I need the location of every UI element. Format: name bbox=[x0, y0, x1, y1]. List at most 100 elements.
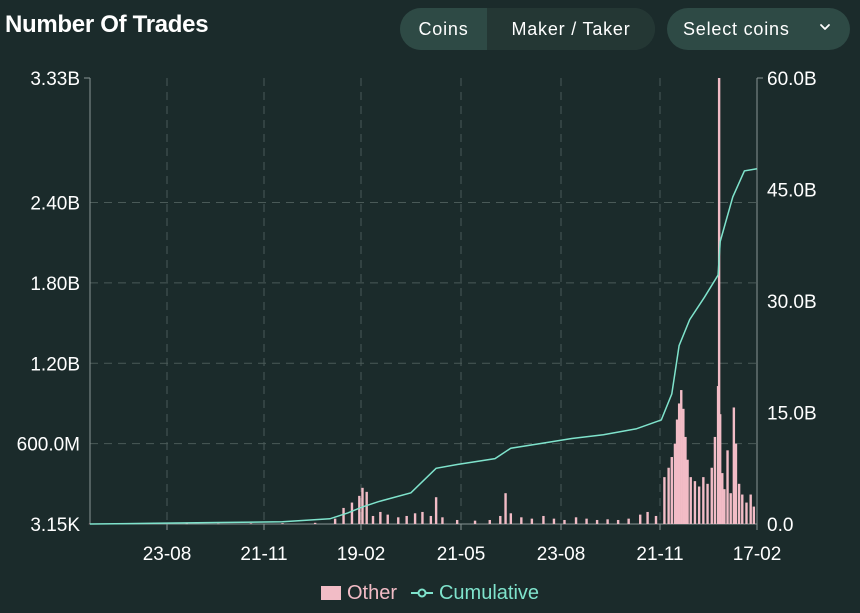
coins-button[interactable]: Coins bbox=[400, 8, 487, 50]
bar-other bbox=[737, 483, 741, 524]
bar-other bbox=[646, 511, 649, 524]
x-tick-label: 23-08 bbox=[143, 544, 192, 565]
select-coins-dropdown[interactable]: Select coins bbox=[667, 8, 850, 50]
y-left-tick-label: 2.40B bbox=[30, 194, 80, 215]
bar-other bbox=[455, 519, 459, 524]
chart-legend: Other Cumulative bbox=[0, 580, 860, 606]
bar-other bbox=[673, 443, 677, 524]
legend-label-cumulative: Cumulative bbox=[438, 581, 540, 604]
bar-other bbox=[217, 523, 220, 525]
bar-other bbox=[745, 502, 748, 524]
bar-other bbox=[365, 491, 368, 524]
bar-other bbox=[729, 493, 732, 524]
bar-other bbox=[723, 489, 726, 524]
bar-other bbox=[421, 511, 424, 524]
bar-other bbox=[530, 518, 534, 524]
trades-chart: 3.15K 600.0M 1.20B 1.80B 2.40B 3.33B 0.0 15.0B 3… bbox=[17, 69, 817, 565]
bar-other bbox=[358, 495, 361, 524]
legend-item-other[interactable]: Other bbox=[320, 581, 397, 605]
bar-other bbox=[313, 522, 317, 524]
bar-other bbox=[606, 519, 609, 524]
bar-other bbox=[386, 514, 389, 524]
legend-label-other: Other bbox=[346, 581, 397, 604]
x-tick-label: 19-02 bbox=[337, 544, 386, 565]
bar-other bbox=[710, 467, 713, 524]
bar-other bbox=[185, 523, 188, 525]
bar-other bbox=[429, 515, 433, 524]
bar-other bbox=[717, 78, 721, 524]
view-toggle-group: Coins Maker / Taker bbox=[400, 8, 655, 50]
bar-other bbox=[667, 467, 670, 524]
bar-other bbox=[702, 477, 705, 524]
x-tick-label: 21-05 bbox=[437, 544, 486, 565]
x-tick-label: 17-02 bbox=[733, 544, 782, 565]
bar-other bbox=[542, 515, 545, 524]
bar-other bbox=[675, 419, 679, 524]
select-coins-label: Select coins bbox=[683, 18, 790, 39]
bar-other bbox=[713, 436, 717, 524]
y-right-tick-label: 30.0B bbox=[767, 292, 817, 313]
y-left-tick-label: 3.33B bbox=[30, 69, 80, 90]
bar-other bbox=[749, 494, 752, 524]
bar-other bbox=[654, 515, 658, 524]
bar-other bbox=[563, 519, 566, 524]
bar-other bbox=[333, 518, 337, 524]
bar-other bbox=[405, 515, 408, 524]
bar-other bbox=[552, 518, 556, 524]
bar-other bbox=[732, 407, 736, 524]
y-left-tick-label: 1.20B bbox=[30, 354, 80, 375]
bar-other bbox=[752, 506, 756, 524]
bar-other bbox=[706, 483, 709, 524]
bar-other bbox=[473, 520, 477, 524]
bar-other bbox=[361, 487, 364, 524]
bar-other bbox=[342, 507, 345, 524]
bar-other bbox=[413, 513, 417, 524]
bar-other bbox=[585, 518, 588, 524]
bar-other bbox=[670, 457, 673, 524]
bar-other bbox=[682, 408, 685, 524]
bar-other bbox=[689, 477, 692, 524]
bar-other bbox=[509, 513, 513, 524]
maker-taker-button[interactable]: Maker / Taker bbox=[487, 8, 655, 50]
line-cumulative bbox=[89, 167, 758, 525]
bar-other bbox=[718, 414, 722, 524]
page-title: Number Of Trades bbox=[5, 11, 209, 38]
bar-other bbox=[350, 502, 354, 524]
bar-other bbox=[663, 477, 666, 524]
bar-other bbox=[574, 517, 578, 524]
bar-other bbox=[616, 519, 620, 524]
bar-other bbox=[726, 450, 729, 524]
bar-other bbox=[504, 493, 507, 524]
other-swatch bbox=[320, 586, 341, 600]
bar-other bbox=[371, 515, 375, 524]
y-right-tick-label: 0.0 bbox=[767, 515, 793, 536]
y-right-tick-label: 15.0B bbox=[767, 404, 817, 425]
bar-other bbox=[684, 436, 687, 524]
x-tick-label: 23-08 bbox=[537, 544, 586, 565]
x-tick-label: 21-11 bbox=[240, 544, 287, 565]
cumulative-swatch-icon bbox=[410, 588, 433, 598]
bar-other bbox=[281, 523, 284, 524]
bar-other bbox=[397, 517, 400, 524]
legend-item-cumulative[interactable]: Cumulative bbox=[410, 581, 540, 605]
bar-other bbox=[627, 518, 630, 524]
chevron-down-icon bbox=[820, 24, 830, 30]
x-tick-label: 21-11 bbox=[636, 544, 683, 565]
bar-other bbox=[721, 473, 724, 524]
y-right-tick-label: 45.0B bbox=[767, 181, 817, 202]
bar-other bbox=[441, 517, 444, 524]
bar-other bbox=[677, 403, 681, 524]
y-right-tick-label: 60.0B bbox=[767, 69, 817, 90]
bar-other bbox=[595, 519, 599, 524]
bar-other bbox=[488, 519, 491, 524]
bar-other bbox=[741, 494, 744, 524]
bar-other bbox=[499, 515, 502, 524]
bar-other bbox=[434, 497, 438, 524]
bar-other bbox=[697, 486, 701, 524]
bar-other bbox=[379, 511, 382, 524]
bar-other bbox=[680, 390, 683, 524]
bar-other bbox=[734, 443, 738, 524]
bar-other bbox=[520, 517, 523, 524]
y-left-tick-label: 1.80B bbox=[30, 274, 80, 295]
y-left-tick-label: 3.15K bbox=[30, 515, 80, 536]
